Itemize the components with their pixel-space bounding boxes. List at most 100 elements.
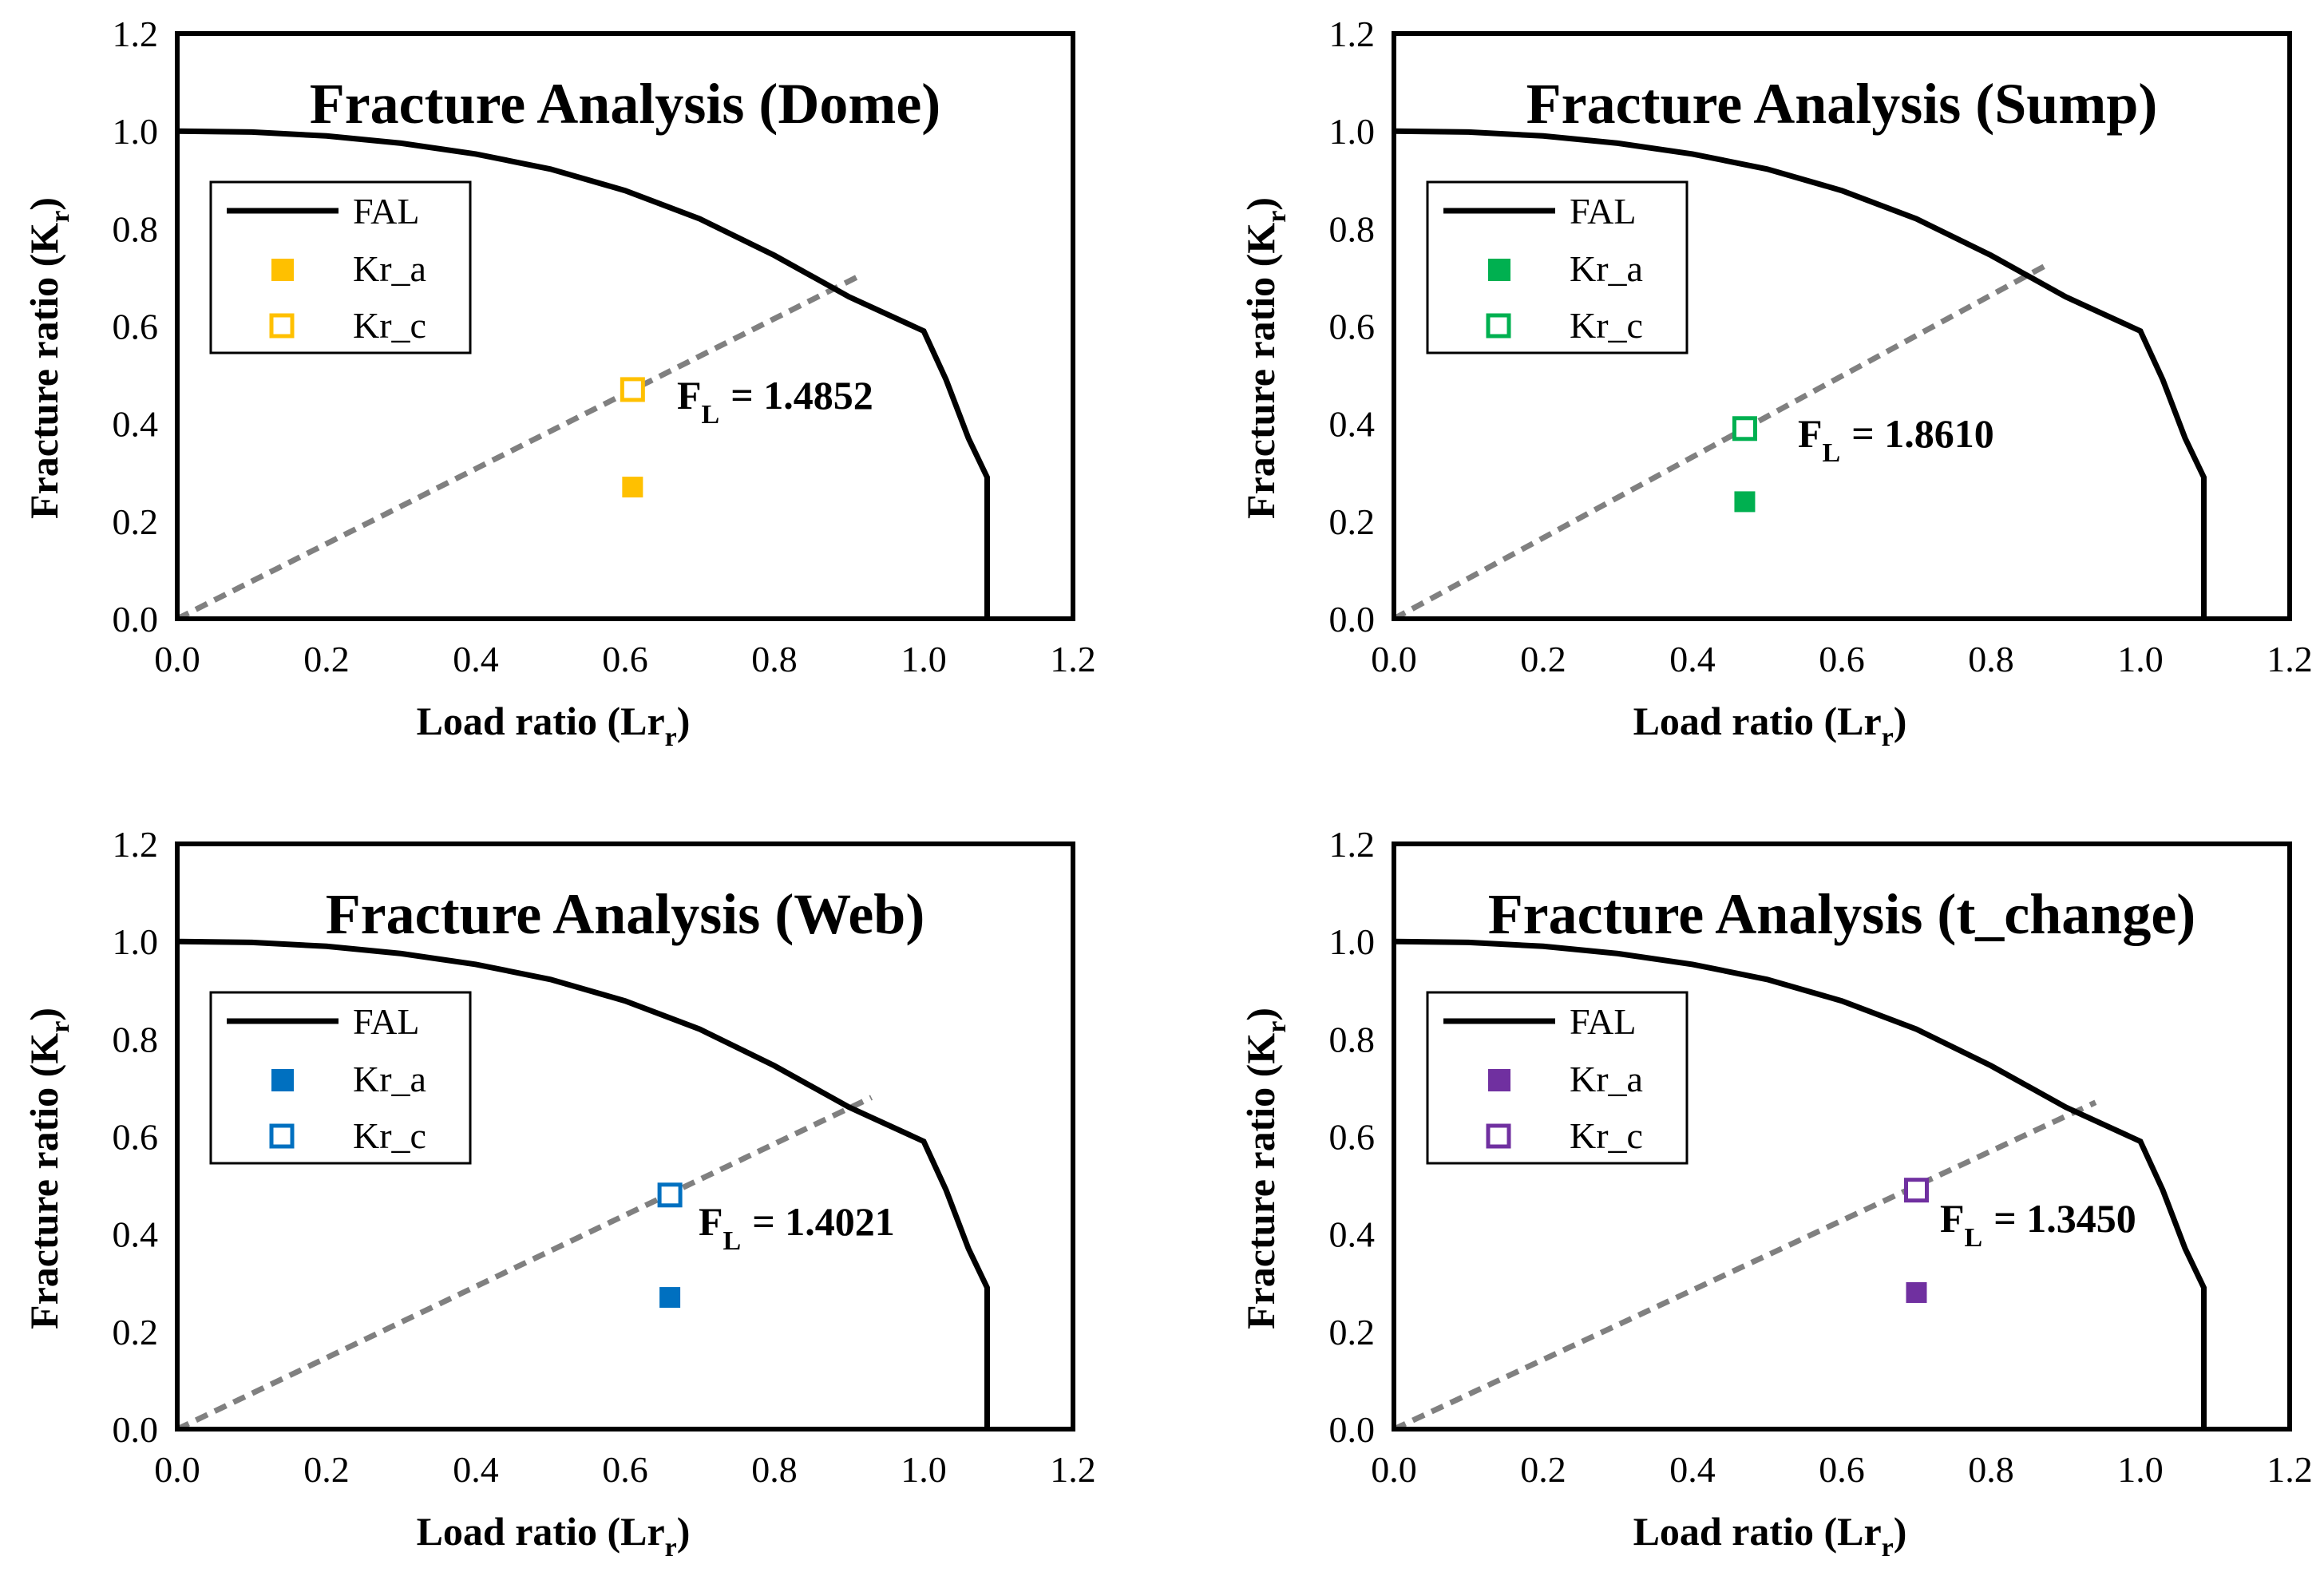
y-tick-label: 0.8: [1329, 1019, 1376, 1059]
fl-annotation-value: = 1.8610: [1851, 411, 1994, 456]
y-tick-label: 1.2: [113, 824, 159, 865]
legend-label-kr-c: Kr_c: [1570, 1115, 1643, 1156]
legend-label-fal: FAL: [353, 191, 420, 232]
y-tick-label: 0.0: [113, 599, 159, 640]
legend-label-kr-a: Kr_a: [1570, 248, 1643, 289]
chart-panel-3: 0.0 0.2 0.4 0.6 0.8 1.0 1.2 0.0 0.2 0.4 0.6 0.8 1.0 1…: [22, 824, 1096, 1562]
x-tick-label: 1.0: [2117, 639, 2164, 679]
legend-box: [209, 991, 472, 1165]
x-axis-title: Load ratio (Lrr): [417, 699, 691, 752]
kr-c-point: [1732, 416, 1757, 442]
kr-a-point: [659, 1287, 681, 1309]
y-tick-label: 1.2: [113, 14, 159, 54]
chart-panel-2: 0.0 0.2 0.4 0.6 0.8 1.0 1.2 0.0 0.2 0.4 0.6 0.8 1.0 1…: [1238, 14, 2313, 752]
x-axis-title: Load ratio (Lrr): [1633, 1509, 1907, 1562]
y-tick-label: 1.0: [113, 111, 159, 152]
y-tick-label: 1.0: [113, 921, 159, 962]
y-axis-title: Fracture ratio (Kr): [22, 1008, 75, 1329]
legend-box: [1426, 180, 1689, 354]
projection-line: [1392, 1099, 2097, 1432]
kr-a-point: [1906, 1281, 1927, 1303]
fl-annotation-sub: L: [1965, 1223, 1983, 1253]
legend-kr-c-swatch: [1486, 1123, 1511, 1149]
x-tick-label: 1.0: [901, 1449, 947, 1490]
x-axis-title: Load ratio (Lrr): [1633, 699, 1907, 752]
fal-curve: [176, 128, 990, 619]
kr-c-point: [620, 377, 645, 402]
y-tick-label: 0.4: [1329, 1214, 1376, 1255]
legend: FAL Kr_a Kr_c: [209, 991, 472, 1165]
x-tick-label: 1.0: [2117, 1449, 2164, 1490]
x-tick-label: 0.2: [1520, 1449, 1566, 1490]
x-tick-label: 0.6: [602, 1449, 648, 1490]
legend-kr-c-swatch: [1486, 313, 1511, 339]
legend-kr-a-swatch: [1488, 1069, 1510, 1091]
projection-line: [176, 1095, 873, 1432]
x-tick-label: 0.2: [303, 1449, 350, 1490]
y-tick-label: 0.2: [1329, 1312, 1376, 1352]
legend-kr-c-swatch: [269, 1123, 295, 1149]
kr-a-point: [1734, 491, 1756, 513]
x-axis-title: Load ratio (Lrr): [417, 1509, 691, 1562]
y-axis-title: Fracture ratio (Kr): [22, 197, 75, 519]
fl-annotation-prefix: F: [699, 1199, 723, 1244]
y-axis-title: Fracture ratio (Kr): [1238, 197, 1292, 519]
y-tick-label: 0.8: [113, 208, 159, 249]
chart-panel-1: 0.0 0.2 0.4 0.6 0.8 1.0 1.2 0.0 0.2 0.4 0.6 0.8 1.0 1…: [22, 14, 1096, 752]
y-tick-label: 0.0: [113, 1409, 159, 1450]
legend-label-fal: FAL: [1570, 191, 1637, 232]
x-tick-label: 0.4: [453, 639, 499, 679]
x-tick-label: 0.8: [751, 1449, 798, 1490]
y-tick-label: 0.2: [1329, 501, 1376, 542]
kr-a-point: [622, 477, 643, 498]
chart-title: Fracture Analysis (Web): [326, 882, 925, 946]
fl-annotation-sub: L: [723, 1226, 742, 1256]
plot-frame: [175, 31, 1075, 621]
x-tick-label: 0.2: [1520, 639, 1566, 679]
fl-annotation: FL = 1.4852: [677, 373, 873, 430]
legend-label-kr-a: Kr_a: [353, 1059, 426, 1099]
legend-label-fal: FAL: [1570, 1001, 1637, 1042]
fal-curve: [1393, 938, 2207, 1429]
legend: FAL Kr_a Kr_c: [1426, 180, 1689, 354]
x-tick-label: 0.2: [303, 639, 350, 679]
legend-label-kr-c: Kr_c: [353, 1115, 426, 1156]
legend: FAL Kr_a Kr_c: [1426, 991, 1689, 1165]
kr-c-point: [657, 1182, 683, 1208]
legend-label-fal: FAL: [353, 1001, 420, 1042]
plot-frame: [1392, 31, 2292, 621]
legend-label-kr-c: Kr_c: [1570, 305, 1643, 346]
legend-label-kr-c: Kr_c: [353, 305, 426, 346]
fl-annotation: FL = 1.3450: [1940, 1196, 2136, 1253]
fl-annotation: FL = 1.8610: [1798, 411, 1994, 468]
legend: FAL Kr_a Kr_c: [209, 180, 472, 354]
y-tick-label: 0.0: [1329, 1409, 1376, 1450]
y-tick-label: 0.0: [1329, 599, 1376, 640]
x-tick-label: 0.4: [453, 1449, 499, 1490]
x-tick-label: 1.2: [1050, 639, 1096, 679]
y-tick-label: 0.4: [113, 1214, 159, 1255]
plot-frame: [175, 841, 1075, 1432]
fl-annotation-prefix: F: [1798, 411, 1823, 456]
x-tick-label: 0.0: [154, 1449, 200, 1490]
y-tick-label: 1.0: [1329, 111, 1376, 152]
y-tick-label: 0.6: [113, 1117, 159, 1158]
fl-annotation: FL = 1.4021: [699, 1199, 895, 1256]
legend-kr-c-swatch: [269, 313, 295, 339]
chart-title: Fracture Analysis (t_change): [1488, 882, 2196, 946]
y-tick-label: 0.8: [1329, 208, 1376, 249]
y-tick-label: 0.6: [1329, 307, 1376, 347]
legend-label-kr-a: Kr_a: [353, 248, 426, 289]
fl-annotation-value: = 1.4852: [730, 373, 873, 418]
x-tick-label: 0.0: [1371, 639, 1417, 679]
x-tick-label: 0.8: [751, 639, 798, 679]
legend-kr-a-swatch: [271, 1069, 294, 1091]
x-tick-label: 0.0: [1371, 1449, 1417, 1490]
chart-panel-4: 0.0 0.2 0.4 0.6 0.8 1.0 1.2 0.0 0.2 0.4 0.6 0.8 1.0 1…: [1238, 824, 2313, 1562]
legend-kr-a-swatch: [1488, 259, 1510, 281]
legend-kr-a-swatch: [271, 259, 294, 281]
y-tick-label: 0.4: [113, 404, 159, 445]
legend-box: [1426, 991, 1689, 1165]
fl-annotation-value: = 1.4021: [752, 1199, 895, 1244]
